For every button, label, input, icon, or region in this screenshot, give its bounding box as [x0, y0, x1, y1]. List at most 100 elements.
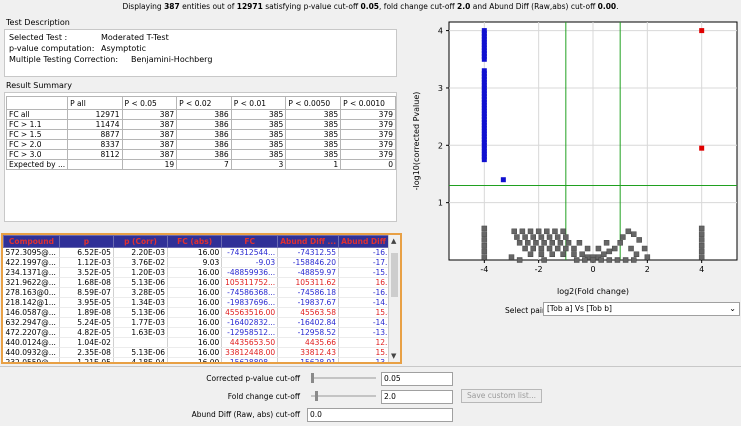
table-cell: 33812448.00: [221, 347, 279, 358]
table-cell: 45563.58: [277, 307, 340, 318]
data-point: [481, 134, 487, 140]
summary-cell: 19: [121, 159, 178, 170]
table-row[interactable]: 234.1371@... 3.52E-05 1.20E-03 16.00 -488599…: [3, 267, 400, 278]
table-row[interactable]: 232.0559@... 1.21E-05 4.18E-04 16.00 -156288…: [3, 357, 400, 362]
data-point: [533, 240, 539, 246]
table-cell: 2.20E-03: [113, 247, 169, 258]
data-point: [554, 234, 561, 240]
entity-table: Compound p p (Corr) FC (abs) FC Abund Diff ..…: [3, 235, 400, 362]
summary-row-label: FC > 1.1: [5, 119, 69, 130]
summary-header-cell: P < 0.0010: [340, 96, 396, 110]
abund-cutoff-label: Abund Diff (Raw, abs) cut-off: [191, 410, 300, 419]
table-row[interactable]: 321.9622@... 1.68E-08 5.13E-06 16.00 1053117…: [3, 277, 400, 288]
summary-row: FC > 2.0 8337 387 386 385 385 379: [5, 139, 396, 150]
save-custom-list-button[interactable]: Save custom list...: [461, 389, 542, 403]
table-cell: 4.82E-05: [59, 327, 114, 338]
column-header[interactable]: Abund Diff ...: [277, 235, 340, 248]
volcano-plot[interactable]: -4 -2 0 2 4 1 2 3 4 log2(Fold change) -log10(corre…: [403, 14, 741, 314]
data-point: [633, 251, 640, 258]
table-cell: 16.00: [167, 247, 223, 258]
column-header[interactable]: Compound: [3, 235, 60, 248]
table-cell: 1.20E-03: [113, 267, 169, 278]
summary-row: FC > 3.0 8112 387 386 385 385 379: [5, 149, 396, 160]
summary-row-label: FC > 1.5: [5, 129, 69, 140]
summary-cell: 385: [285, 139, 342, 150]
y-tick-label: 2: [438, 141, 443, 150]
fc-cutoff-slider[interactable]: [311, 390, 376, 402]
table-row[interactable]: 572.3095@... 6.52E-05 2.20E-03 16.00 -743125…: [3, 247, 400, 258]
entity-table-panel: Compound p p (Corr) FC (abs) FC Abund Diff ..…: [1, 233, 402, 364]
table-cell: 1.12E-03: [59, 257, 114, 268]
table-cell: 33812.43: [277, 347, 340, 358]
data-point: [481, 45, 487, 51]
data-point: [622, 257, 629, 263]
result-summary-table: P all P < 0.05 P < 0.02 P < 0.01 P < 0.0050 P…: [5, 96, 396, 170]
data-point: [522, 245, 528, 252]
status-text: Displaying 387 entities out of 12971 sat…: [122, 2, 619, 11]
summary-cell: 12971: [67, 109, 123, 120]
data-point: [698, 231, 705, 237]
data-point: [481, 142, 487, 148]
summary-header-cell: P < 0.01: [230, 96, 287, 110]
data-point: [560, 228, 566, 235]
table-cell: -16402832...: [221, 317, 279, 328]
select-pair-dropdown[interactable]: [Tob a] Vs [Tob b] ⌄: [543, 302, 740, 316]
summary-cell: 379: [340, 119, 396, 130]
summary-cell: 385: [230, 139, 287, 150]
fc-cutoff-field[interactable]: 2.0: [381, 390, 453, 404]
data-point: [481, 91, 487, 97]
data-point: [538, 245, 545, 252]
x-tick-label: 2: [645, 265, 650, 274]
column-header[interactable]: FC (abs): [167, 235, 223, 248]
column-header[interactable]: FC: [221, 235, 279, 248]
table-cell: 2.35E-08: [59, 347, 114, 358]
table-row[interactable]: 422.1997@... 1.12E-03 3.76E-02 9.03 -9.03 -15…: [3, 257, 400, 268]
table-cell: 472.2207@...: [3, 327, 60, 338]
test-description-panel: Selected Test : Moderated T-Test p-value…: [4, 29, 397, 77]
table-row[interactable]: 440.0932@... 2.35E-08 5.13E-06 16.00 3381244…: [3, 347, 400, 358]
summary-cell: 386: [176, 129, 232, 140]
pvalue-cutoff-slider[interactable]: [311, 372, 376, 384]
column-header[interactable]: p (Corr): [112, 235, 169, 248]
table-row[interactable]: 278.163@0... 8.59E-07 3.28E-05 16.00 -745863…: [3, 287, 400, 298]
column-header[interactable]: p: [58, 235, 114, 248]
table-row[interactable]: 632.2947@... 5.24E-05 1.77E-03 16.00 -164028…: [3, 317, 400, 328]
table-cell: 1.04E-02: [59, 337, 114, 348]
data-point: [481, 105, 487, 111]
slider-knob[interactable]: [311, 373, 314, 383]
data-point: [579, 251, 585, 258]
scroll-down-icon[interactable]: ▼: [391, 352, 397, 360]
slider-knob[interactable]: [315, 391, 318, 401]
table-cell: 16.00: [167, 287, 223, 298]
pvalue-cutoff-field[interactable]: 0.05: [381, 372, 453, 386]
y-tick-label: 1: [438, 199, 443, 208]
table-cell: 1.21E-05: [59, 357, 114, 362]
abund-cutoff-field[interactable]: 0.0: [307, 408, 453, 422]
data-point: [535, 228, 542, 235]
table-cell: 16.00: [167, 267, 223, 278]
data-point: [603, 240, 610, 246]
summary-cell: 379: [340, 149, 396, 160]
table-cell: -158846.20: [277, 257, 340, 268]
table-cell: 8.59E-07: [59, 287, 114, 298]
data-point: [481, 108, 487, 114]
table-row[interactable]: 218.142@1... 3.95E-05 1.34E-03 16.00 -198376…: [3, 297, 400, 308]
data-point: [481, 82, 487, 88]
table-row[interactable]: 472.2207@... 4.82E-05 1.63E-03 16.00 -129585…: [3, 327, 400, 338]
data-point: [511, 228, 517, 235]
data-point: [481, 116, 487, 122]
table-cell: 4.18E-04: [113, 357, 169, 362]
scroll-up-icon[interactable]: ▲: [391, 237, 397, 245]
table-row[interactable]: 146.0587@... 1.89E-08 5.13E-06 16.00 4556351…: [3, 307, 400, 318]
data-point: [481, 48, 487, 54]
data-point: [698, 225, 705, 232]
table-cell: 16.00: [167, 357, 223, 362]
x-tick-label: -2: [535, 265, 543, 274]
data-point: [560, 251, 566, 258]
data-point: [563, 234, 569, 240]
column-header[interactable]: Abund Diff ...: [338, 235, 400, 248]
scroll-thumb[interactable]: [391, 253, 398, 297]
table-row[interactable]: 440.0124@... 1.04E-02 16.00 4435653.50 4435.…: [3, 337, 400, 348]
entity-table-scrollbar[interactable]: ▲ ▼: [388, 235, 400, 362]
table-cell: -15628898...: [221, 357, 279, 362]
